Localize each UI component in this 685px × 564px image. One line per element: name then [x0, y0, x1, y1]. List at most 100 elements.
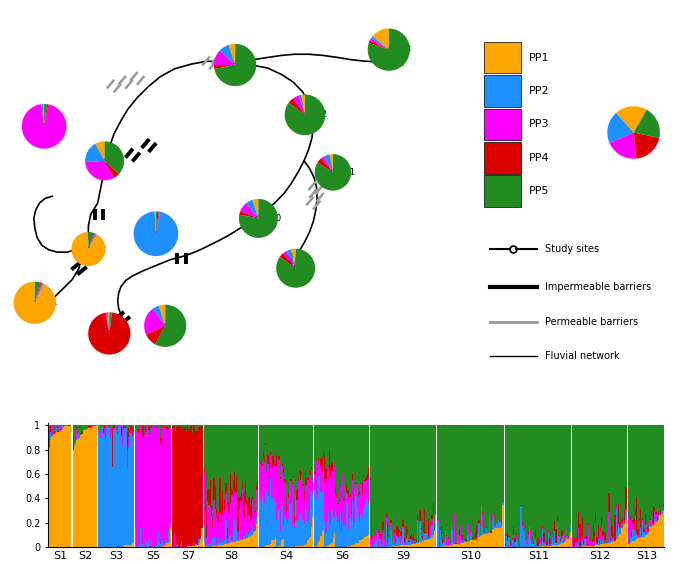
Bar [451, 425, 452, 522]
Bar [364, 537, 365, 547]
Bar [251, 535, 252, 547]
Bar [162, 426, 163, 427]
Bar [260, 464, 262, 501]
Bar [600, 527, 601, 531]
Bar [353, 529, 354, 545]
Bar [569, 531, 570, 532]
Wedge shape [288, 98, 305, 115]
Bar [212, 528, 213, 538]
Wedge shape [317, 158, 333, 173]
Bar [170, 428, 171, 526]
Bar [505, 546, 506, 547]
Bar [657, 522, 658, 547]
Bar [110, 437, 111, 547]
Bar [127, 433, 128, 451]
Bar [378, 531, 379, 532]
Wedge shape [105, 312, 110, 333]
Bar [310, 492, 311, 536]
Bar [98, 425, 99, 429]
Bar [308, 537, 310, 547]
Bar [653, 525, 654, 547]
Bar [278, 456, 279, 460]
Bar [92, 426, 93, 427]
Bar [203, 425, 205, 469]
Wedge shape [229, 44, 235, 65]
Bar [270, 425, 271, 452]
Bar [276, 455, 277, 466]
Bar [288, 494, 289, 499]
Bar [605, 543, 606, 544]
Bar [80, 425, 81, 434]
Bar [513, 535, 514, 547]
Bar [376, 425, 377, 529]
Bar [270, 478, 271, 544]
Bar [618, 425, 619, 504]
Bar [588, 546, 589, 547]
Bar [214, 509, 216, 540]
Bar [362, 425, 363, 483]
Bar [230, 474, 232, 503]
Bar [243, 536, 245, 539]
Bar [221, 527, 222, 542]
Bar [240, 539, 241, 540]
Bar [641, 425, 642, 534]
Bar [658, 513, 659, 515]
Bar [329, 425, 330, 451]
Bar [622, 528, 623, 547]
Bar [228, 425, 229, 503]
Bar [159, 543, 160, 547]
Bar [286, 519, 287, 547]
Bar [348, 491, 349, 497]
Bar [271, 425, 273, 465]
Bar [399, 531, 400, 532]
Bar [425, 540, 427, 547]
Bar [132, 543, 133, 547]
Bar [624, 525, 625, 547]
Bar [236, 541, 238, 547]
Bar [425, 533, 427, 540]
Bar [413, 534, 414, 541]
Bar [582, 541, 583, 547]
Bar [482, 535, 483, 547]
Bar [572, 539, 573, 547]
Bar [206, 538, 208, 545]
Bar [408, 545, 410, 547]
Bar [225, 483, 227, 494]
Bar [218, 425, 219, 513]
Bar [403, 425, 405, 538]
Bar [636, 535, 637, 539]
Bar [610, 425, 611, 539]
Bar [166, 430, 168, 541]
Bar [73, 450, 74, 547]
Bar [136, 431, 138, 547]
Bar [308, 487, 310, 519]
Bar [608, 492, 610, 512]
Bar [406, 526, 408, 539]
Bar [133, 425, 134, 431]
Bar [472, 425, 473, 537]
Bar [47, 425, 49, 428]
Bar [219, 478, 221, 513]
Bar [253, 515, 254, 526]
Bar [621, 520, 622, 522]
Bar [411, 544, 412, 547]
Bar [353, 501, 354, 529]
Bar [490, 531, 492, 533]
Bar [334, 534, 335, 547]
Bar [375, 425, 376, 537]
Bar [654, 508, 656, 511]
Bar [368, 504, 369, 535]
Bar [297, 500, 298, 521]
Bar [589, 425, 590, 543]
Bar [441, 539, 442, 547]
Bar [568, 539, 569, 547]
Bar [601, 517, 602, 526]
Bar [158, 428, 159, 531]
Bar [448, 545, 449, 547]
Bar [637, 535, 638, 537]
Bar [257, 482, 258, 491]
Bar [292, 425, 294, 477]
Bar [642, 523, 643, 537]
Bar [205, 510, 206, 538]
Bar [312, 482, 313, 496]
